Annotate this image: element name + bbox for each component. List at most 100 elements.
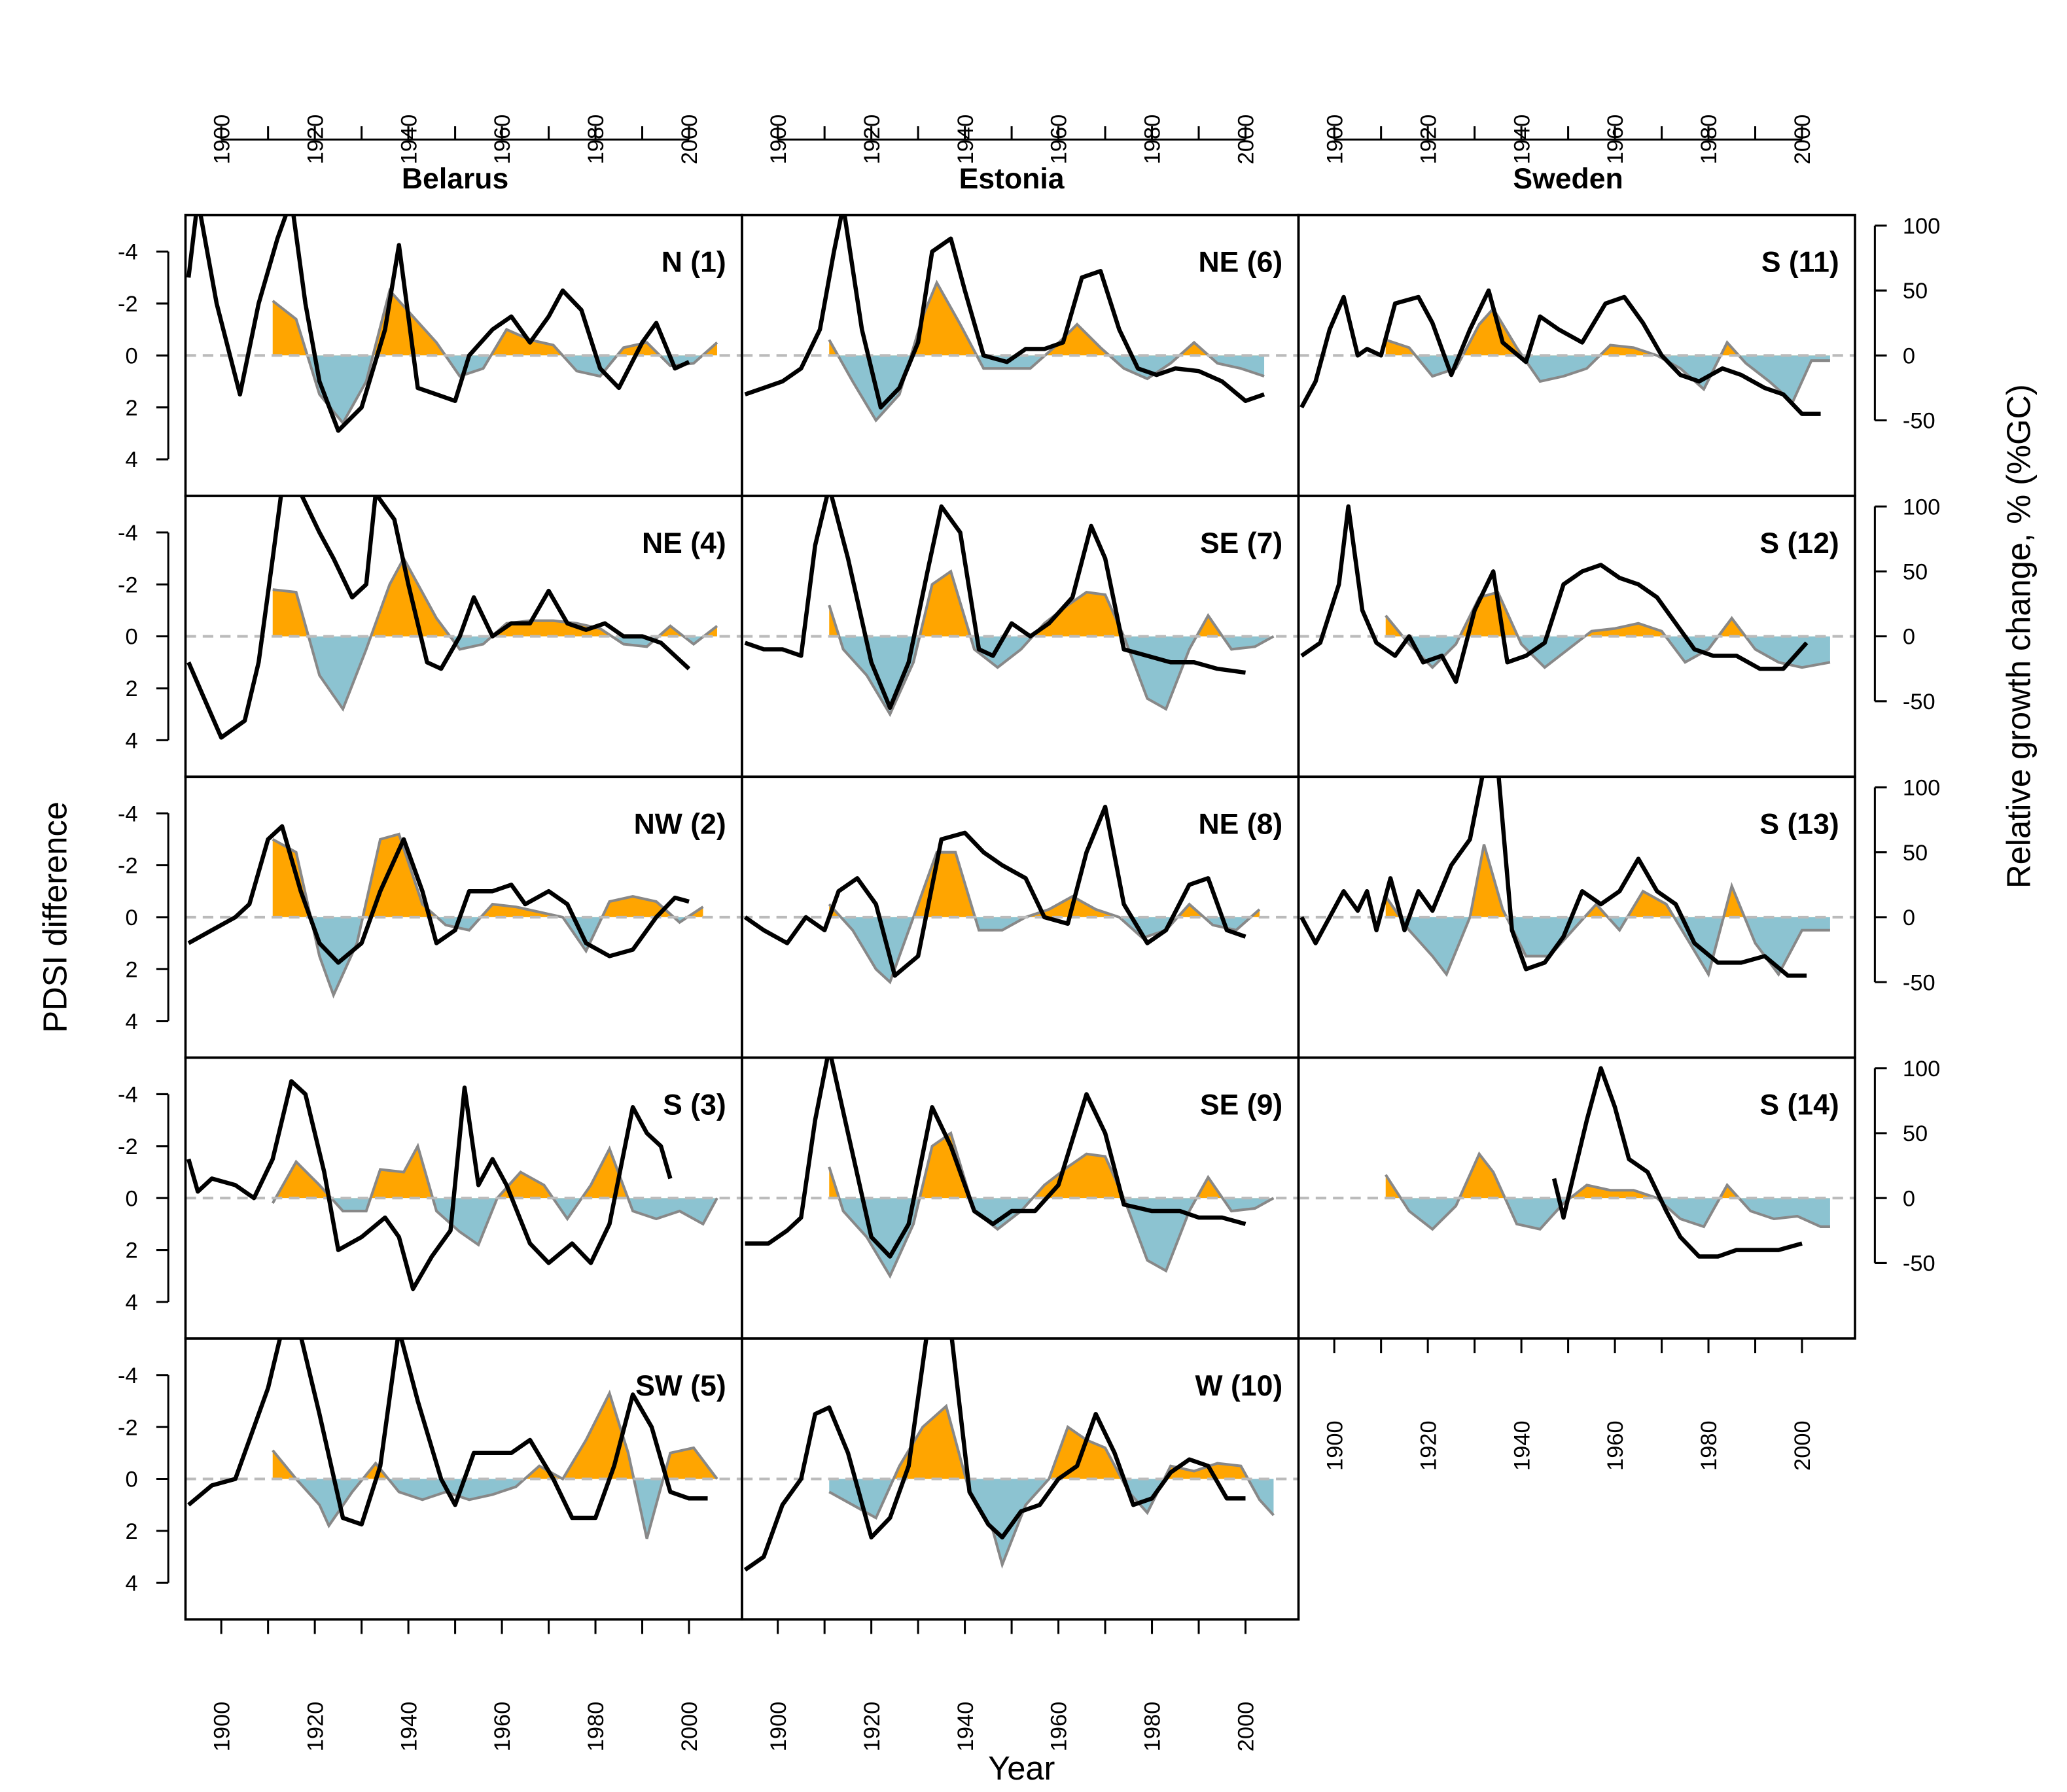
x-tick-label: 1900 xyxy=(766,114,791,165)
x-tick-label: 2000 xyxy=(1234,114,1259,165)
y-tick-label: -2 xyxy=(118,854,138,879)
panel-label: SE (9) xyxy=(1200,1089,1282,1121)
y-tick-label: 100 xyxy=(1903,495,1940,519)
pdsi-positive-area xyxy=(829,1479,1274,1565)
y-tick-label: 4 xyxy=(125,729,137,754)
y-tick-label: 100 xyxy=(1903,214,1940,239)
y-tick-label: -4 xyxy=(118,801,138,826)
y-tick-label: -2 xyxy=(118,572,138,597)
pdsi-negative-area xyxy=(272,1146,717,1199)
panel: S (14) xyxy=(1297,1056,1856,1340)
pdsi-positive-area xyxy=(829,1198,1274,1276)
y-tick-label: 100 xyxy=(1903,776,1940,801)
pdsi-outline xyxy=(1385,590,1831,670)
y-tick-label: 2 xyxy=(125,396,137,421)
x-tick-label: 1940 xyxy=(397,1702,421,1752)
panel: N (1) xyxy=(184,213,743,497)
pdsi-positive-area xyxy=(272,917,703,995)
x-tick-label: 2000 xyxy=(1790,114,1815,165)
growth-line xyxy=(745,1057,1246,1259)
growth-line xyxy=(186,215,690,433)
x-tick-label: 1900 xyxy=(1322,1420,1347,1471)
panel-label: W (10) xyxy=(1195,1370,1283,1402)
x-tick-label: 1980 xyxy=(584,1702,609,1752)
country-title: Sweden xyxy=(1513,163,1623,195)
panel: S (13) xyxy=(1297,775,1856,1059)
x-tick-label: 1960 xyxy=(490,114,515,165)
x-tick-label: 1940 xyxy=(953,1702,978,1752)
panel: NW (2) xyxy=(184,775,743,1059)
panel-label: NE (8) xyxy=(1198,808,1282,840)
growth-line xyxy=(743,804,1246,978)
y-tick-label: -4 xyxy=(118,1363,138,1388)
panel-label: SW (5) xyxy=(635,1370,726,1402)
growth-line xyxy=(744,495,1246,710)
panel-label: NW (2) xyxy=(634,808,726,840)
x-tick-label: 1940 xyxy=(397,114,421,165)
pdsi-positive-area xyxy=(829,355,1265,421)
y-tick-label: -4 xyxy=(118,1083,138,1108)
x-tick-label: 1920 xyxy=(860,1702,885,1752)
x-tick-label: 1900 xyxy=(209,1702,234,1752)
country-title: Belarus xyxy=(402,163,508,195)
growth-line xyxy=(1300,504,1809,684)
y-tick-label: 0 xyxy=(1903,625,1915,650)
y-tick-label: 0 xyxy=(125,343,137,368)
panel-label: NE (6) xyxy=(1198,247,1282,279)
y-tick-label: 0 xyxy=(1903,343,1915,368)
pdsi-negative-area xyxy=(829,1133,1274,1199)
panel: NE (6) xyxy=(741,213,1300,497)
x-tick-label: 1980 xyxy=(1140,1702,1165,1752)
country-title: Estonia xyxy=(959,163,1065,195)
x-tick-label: 1900 xyxy=(1322,114,1347,165)
y-tick-label: 4 xyxy=(125,448,137,472)
x-tick-label: 1900 xyxy=(209,114,234,165)
pdsi-negative-area xyxy=(1385,1153,1830,1199)
x-tick-label: 2000 xyxy=(1234,1702,1259,1752)
pdsi-negative-area xyxy=(829,571,1274,637)
growth-line xyxy=(186,1079,673,1291)
panel: SE (7) xyxy=(741,495,1300,779)
y-tick-label: 50 xyxy=(1903,1121,1928,1146)
y-tick-label: -2 xyxy=(118,292,138,317)
x-axis-label: Year xyxy=(988,1749,1055,1787)
x-tick-label: 1920 xyxy=(303,114,328,165)
growth-line xyxy=(1551,1066,1803,1259)
pdsi-positive-area xyxy=(1385,355,1830,402)
x-tick-label: 1960 xyxy=(1603,114,1628,165)
y-tick-label: -2 xyxy=(118,1415,138,1440)
y-tick-label: -4 xyxy=(118,521,138,546)
growth-line xyxy=(187,1338,708,1527)
growth-line xyxy=(187,824,690,965)
x-tick-label: 1960 xyxy=(1047,114,1072,165)
x-tick-label: 1980 xyxy=(1140,114,1165,165)
growth-line xyxy=(743,1338,1246,1572)
y-tick-label: 4 xyxy=(125,1571,137,1596)
panel: S (11) xyxy=(1297,213,1856,497)
x-tick-label: 2000 xyxy=(677,1702,702,1752)
y-axis-left-label: PDSI difference xyxy=(36,801,73,1033)
x-tick-label: 1960 xyxy=(490,1702,515,1752)
y-tick-label: -50 xyxy=(1903,690,1935,714)
x-tick-label: 1900 xyxy=(766,1702,791,1752)
y-tick-label: -50 xyxy=(1903,1252,1935,1276)
pdsi-positive-area xyxy=(829,917,1260,983)
x-tick-label: 1920 xyxy=(303,1702,328,1752)
x-tick-label: 1980 xyxy=(584,114,609,165)
x-tick-label: 2000 xyxy=(1790,1420,1815,1471)
pdsi-positive-area xyxy=(829,636,1274,714)
panel-label: S (13) xyxy=(1759,808,1839,840)
pdsi-negative-area xyxy=(829,283,1265,356)
growth-line xyxy=(1299,288,1821,416)
pdsi-negative-area xyxy=(1385,844,1830,917)
x-tick-label: 1920 xyxy=(860,114,885,165)
pdsi-outline xyxy=(1385,1151,1830,1231)
panel-frame xyxy=(1297,1056,1856,1340)
pdsi-negative-area xyxy=(829,1406,1274,1479)
panel-label: S (14) xyxy=(1759,1089,1839,1121)
pdsi-negative-area xyxy=(272,558,717,637)
growth-line xyxy=(1299,777,1807,978)
panel: S (12) xyxy=(1297,495,1856,779)
pdsi-positive-area xyxy=(272,636,717,709)
